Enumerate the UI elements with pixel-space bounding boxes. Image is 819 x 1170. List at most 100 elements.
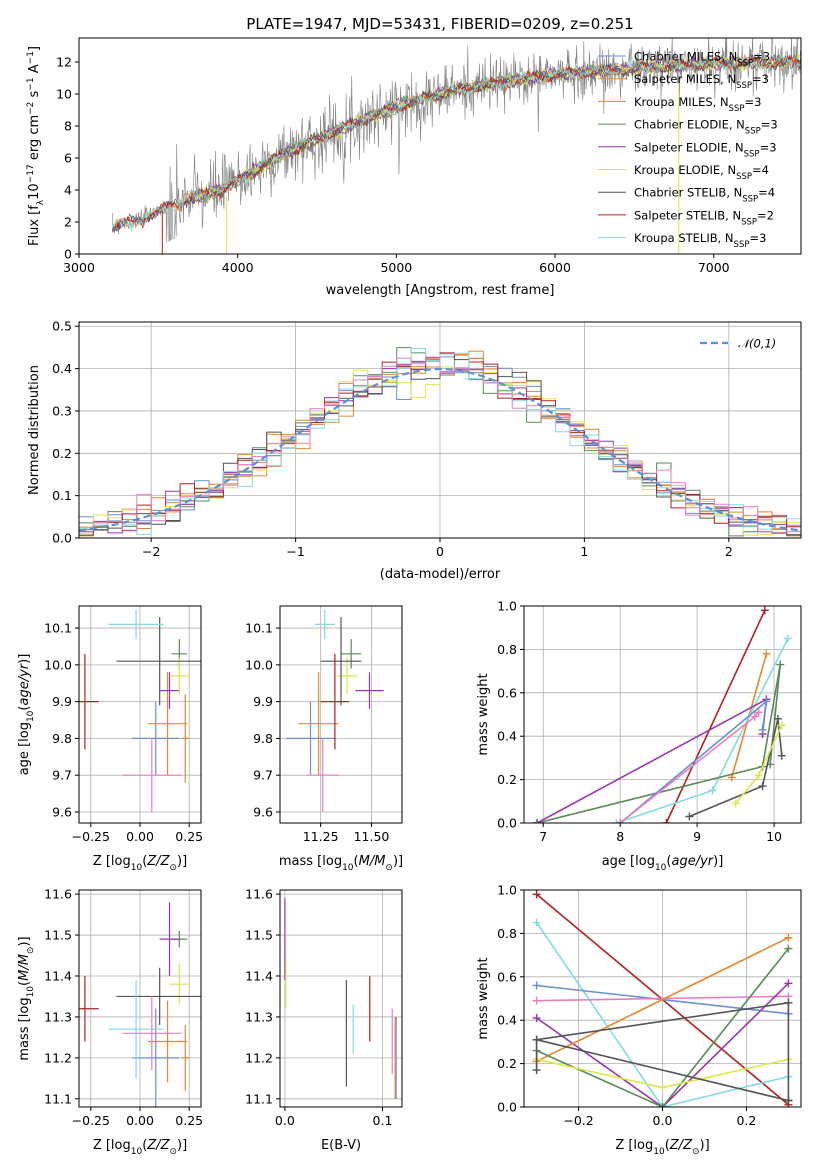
y-tick-label: 0.8: [497, 926, 517, 941]
x-tick-label: 11.50: [354, 829, 390, 844]
mass-weight-marker: [784, 998, 793, 1007]
y-tick-label: 0.4: [497, 1013, 517, 1028]
x-tick-label: 7000: [698, 260, 730, 275]
mass-weight-line: [536, 982, 789, 1107]
y-tick-label: 1.0: [497, 883, 517, 898]
y-tick-label: 0.4: [52, 361, 72, 376]
mass-weight-marker: [762, 697, 771, 706]
legend-label: Chabrier STELIB, NSSP=4: [634, 186, 775, 205]
y-tick-label: 0.6: [497, 969, 517, 984]
residuals-plot-area: [79, 347, 801, 537]
y-tick-label: 6: [64, 151, 72, 166]
mass-weight-marker: [750, 712, 759, 721]
mass-weight-marker: [616, 819, 625, 823]
y-tick-label: 4: [64, 183, 72, 198]
spectrum-model-line: [189, 53, 801, 203]
figure-title: PLATE=1947, MJD=53431, FIBERID=0209, z=0…: [246, 15, 633, 33]
mass_vs_Z-x-label: Z [log10(Z/Z⊙)]: [93, 1138, 187, 1157]
mass-weight-line: [535, 922, 789, 1107]
y-tick-label: 0.2: [52, 446, 72, 461]
x-tick-label: 11.25: [303, 829, 339, 844]
x-tick-label: 0.25: [175, 829, 203, 844]
mass-weight-marker: [532, 890, 541, 899]
mass-weight-marker: [612, 819, 621, 823]
residuals-y-label: Normed distribution: [27, 365, 42, 495]
y-tick-label: 0.0: [497, 1100, 517, 1115]
y-tick-label: 10: [56, 87, 72, 102]
x-tick-label: 0.2: [736, 1113, 756, 1128]
y-tick-label: 10.0: [44, 657, 72, 672]
mass-weight-marker: [783, 634, 792, 643]
mass-weight-marker: [708, 786, 717, 795]
y-tick-label: 0: [64, 247, 72, 262]
mass-weight-marker: [532, 1035, 541, 1044]
x-tick-label: 0.0: [653, 1113, 673, 1128]
mass-weight-line: [665, 609, 766, 823]
y-tick-label: 11.1: [44, 1091, 72, 1106]
mass-weight-line: [536, 664, 781, 823]
mass-weight-marker: [784, 933, 793, 942]
mass-weight-marker: [773, 714, 782, 723]
mass-weight-marker: [532, 918, 541, 927]
mass_vs_Z-y-label: mass [log10(M/M⊙)]: [17, 936, 36, 1060]
mass-weight-marker: [754, 771, 763, 780]
y-tick-label: 8: [64, 119, 72, 134]
x-tick-label: 6000: [539, 260, 571, 275]
y-tick-label: 12: [56, 55, 72, 70]
y-tick-label: 11.4: [245, 968, 273, 983]
y-tick-label: 0.4: [497, 729, 517, 744]
mass-weight-marker: [776, 660, 785, 669]
mass-weight-line: [535, 1001, 790, 1101]
y-tick-label: 9.8: [52, 731, 72, 746]
mass_vs_EBV-axes: 0.0 0.1 11.1 11.2 11.3 11.4 11.5 11.6 E(B-V): [245, 887, 403, 1153]
y-tick-label: 9.6: [52, 804, 72, 819]
x-tick-label: 0.25: [175, 1113, 203, 1128]
legend-label: Kroupa STELIB, NSSP=3: [634, 231, 766, 250]
x-tick-label: 10: [766, 829, 782, 844]
mass_vs_EBV-frame: [279, 889, 403, 1108]
mass-weight-marker: [533, 819, 542, 823]
y-tick-label: 0.2: [497, 1056, 517, 1071]
mass-weight-line: [536, 995, 789, 1002]
normal-curve: [79, 367, 801, 532]
mass_weight_vs_age-x-label: age [log10(age/yr)]: [602, 854, 724, 873]
mass_weight_vs_Z-x-label: Z [log10(Z/Z⊙)]: [615, 1138, 709, 1157]
x-tick-label: 0.00: [126, 829, 154, 844]
y-tick-label: 10.0: [245, 657, 273, 672]
x-tick-label: 0: [436, 544, 444, 559]
mass-weight-marker: [532, 1066, 541, 1075]
mass-weight-marker: [685, 812, 694, 821]
age_vs_Z-plot-area: [79, 609, 201, 812]
y-tick-label: 9.7: [52, 768, 72, 783]
x-tick-label: −2: [142, 544, 160, 559]
age_vs_Z-x-label: Z [log10(Z/Z⊙)]: [93, 854, 187, 873]
x-tick-label: 7: [539, 829, 547, 844]
residuals-axes: −2 −1 0 1 2 0.0 0.1 0.2 0.3 0.4 0.5 𝒩(0,1) (data-mod…: [27, 319, 802, 582]
x-tick-label: −0.2: [563, 1113, 593, 1128]
legend-label: Salpeter STELIB, NSSP=2: [634, 208, 774, 227]
spectrum-y-label: Flux [fλ10−17 erg cm−2 s−1 A−1]: [26, 46, 46, 246]
mass-weight-line: [536, 697, 768, 823]
x-tick-label: 8: [616, 829, 624, 844]
y-tick-label: 0.1: [52, 488, 72, 503]
mass_weight_vs_Z-plot-area: [532, 890, 793, 1107]
legend-label: Kroupa MILES, NSSP=3: [634, 95, 761, 114]
mass_weight_vs_age-axes: 7 8 9 10 0.0 0.2 0.4 0.6 0.8 1.0 age [log10(age/yr…: [476, 599, 802, 873]
legend-label: Chabrier ELODIE, NSSP=3: [634, 118, 778, 137]
y-tick-label: 0.3: [52, 403, 72, 418]
mass-weight-marker: [662, 819, 671, 823]
spectrum-model-line: [189, 53, 801, 206]
mass-weight-marker: [784, 979, 793, 988]
mass-weight-marker: [762, 649, 771, 658]
y-tick-label: 0.2: [497, 772, 517, 787]
mass_weight_vs_Z-y-label: mass weight: [476, 957, 491, 1039]
spectrum-axes: 3000 4000 5000 6000 7000 0 2 4 6 8 10 12 Chabrier MI…: [26, 37, 802, 298]
y-tick-label: 11.2: [245, 1050, 273, 1065]
y-tick-label: 11.6: [44, 887, 72, 902]
mass_weight_vs_age-plot-area: [533, 606, 792, 823]
x-tick-label: 0.00: [126, 1113, 154, 1128]
y-tick-label: 9.9: [52, 694, 72, 709]
mass-weight-marker: [658, 1103, 667, 1107]
mass_vs_EBV-plot-area: [284, 898, 397, 1099]
